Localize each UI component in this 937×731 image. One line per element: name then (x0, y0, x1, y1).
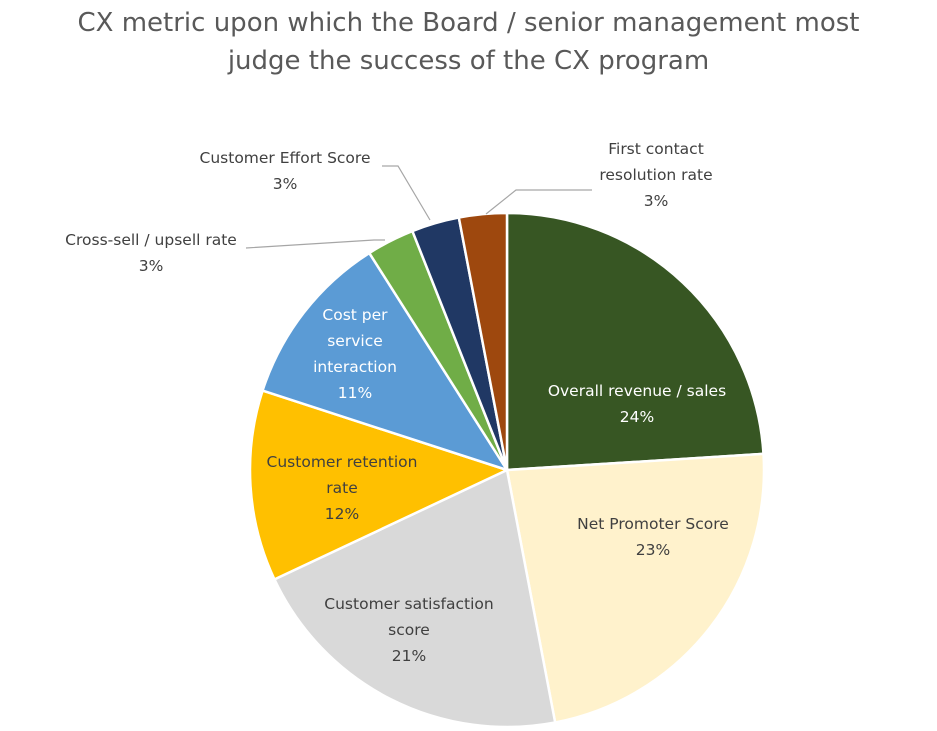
data-label-cross-sell-upsell: Cross-sell / upsell rate 3% (65, 231, 237, 275)
pie-slice-net-promoter-score (505, 452, 766, 724)
data-label-overall-revenue: Overall revenue / sales 24% (548, 382, 726, 426)
data-label-customer-effort-score: Customer Effort Score 3% (200, 149, 371, 193)
data-label-value: 3% (273, 175, 298, 193)
leader-line-first-contact-resolution (485, 189, 592, 215)
data-label-name: rate (326, 479, 357, 497)
data-label-value: 11% (338, 384, 372, 402)
pie-slice-customer-satisfaction (273, 468, 557, 729)
data-label-value: 3% (644, 192, 669, 210)
leader-line-cross-sell-upsell (245, 239, 385, 249)
data-label-customer-retention: Customer retention rate 12% (267, 453, 418, 523)
data-label-value: 23% (636, 541, 670, 559)
pie-slice-overall-revenue (505, 211, 765, 472)
data-label-name: Customer retention (267, 453, 418, 471)
chart-title-line-2: judge the success of the CX program (227, 46, 710, 76)
pie-slice-customer-retention (248, 389, 509, 581)
data-label-value: 12% (325, 505, 359, 523)
pie-slice-first-contact-resolution (457, 211, 509, 472)
data-label-name: interaction (313, 358, 397, 376)
data-label-name: Customer satisfaction (324, 595, 493, 613)
data-label-name: Net Promoter Score (577, 515, 729, 533)
data-label-cost-per-interaction: Cost per service interaction 11% (313, 306, 397, 402)
leader-line-customer-effort-score (382, 165, 431, 221)
data-label-name: Customer Effort Score (200, 149, 371, 167)
data-label-first-contact-resolution: First contact resolution rate 3% (599, 140, 712, 210)
chart-title-line-1: CX metric upon which the Board / senior … (77, 8, 860, 38)
data-label-value: 3% (139, 257, 164, 275)
data-label-name: Cross-sell / upsell rate (65, 231, 237, 249)
data-label-name: service (327, 332, 383, 350)
pie-slice-cost-per-interaction (261, 251, 509, 472)
data-label-value: 21% (392, 647, 426, 665)
data-label-name: Cost per (322, 306, 388, 324)
data-label-net-promoter-score: Net Promoter Score 23% (577, 515, 729, 559)
chart-title: CX metric upon which the Board / senior … (0, 4, 937, 80)
data-label-value: 24% (620, 408, 654, 426)
data-label-name: Overall revenue / sales (548, 382, 726, 400)
data-label-name: First contact (608, 140, 704, 158)
data-label-name: score (388, 621, 430, 639)
data-label-name: resolution rate (599, 166, 712, 184)
data-label-customer-satisfaction: Customer satisfaction score 21% (324, 595, 493, 665)
